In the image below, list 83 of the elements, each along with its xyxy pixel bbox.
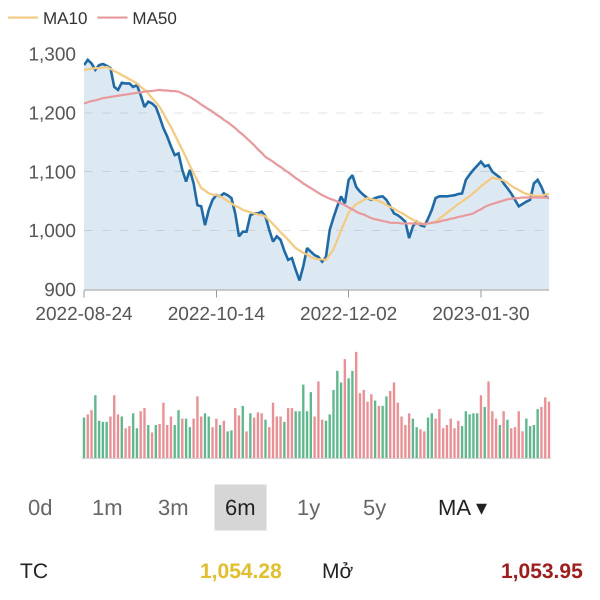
bar xyxy=(208,416,210,458)
x-tick-label: 2022-10-14 xyxy=(168,304,266,326)
bar xyxy=(408,413,410,458)
text: TC xyxy=(20,560,48,583)
x-tick-label: 2023-01-30 xyxy=(432,304,530,326)
bar xyxy=(215,418,218,458)
bar xyxy=(362,390,365,458)
bar xyxy=(294,411,297,458)
bar xyxy=(286,408,290,458)
text: 1m xyxy=(92,495,123,520)
bar xyxy=(218,425,222,458)
y-tick-label: 1,200 xyxy=(28,103,76,124)
bar xyxy=(249,413,252,458)
bar xyxy=(370,394,372,458)
y-tick-label: 1,100 xyxy=(28,162,76,184)
bar xyxy=(468,414,471,458)
text: 6m xyxy=(225,495,256,520)
bar xyxy=(106,422,108,458)
line-series xyxy=(84,88,549,226)
text: 1,054.28 xyxy=(200,560,282,583)
bar xyxy=(120,416,123,458)
bar xyxy=(536,409,539,458)
y-tick-label: 900 xyxy=(44,280,76,301)
bar xyxy=(256,412,260,458)
bar xyxy=(283,422,286,458)
bar xyxy=(234,408,236,458)
bar xyxy=(181,418,184,458)
bar xyxy=(242,406,244,458)
bar xyxy=(450,418,452,458)
bar xyxy=(128,426,131,458)
bar xyxy=(510,428,512,458)
legend-label: MA10 xyxy=(43,9,88,28)
bar xyxy=(476,413,478,458)
bar xyxy=(412,418,414,458)
bar xyxy=(472,413,475,458)
bar xyxy=(544,397,546,458)
y-tick-label: 1,000 xyxy=(28,221,76,242)
bar xyxy=(525,418,528,458)
bar xyxy=(94,395,96,458)
bar xyxy=(124,428,127,458)
bar xyxy=(222,420,226,458)
bar xyxy=(140,411,142,458)
text: Mở xyxy=(322,560,354,583)
bar xyxy=(162,402,165,458)
bar xyxy=(374,400,376,458)
bar xyxy=(86,414,89,458)
bar xyxy=(196,396,199,458)
legend-label: MA50 xyxy=(132,9,177,28)
text: 1y xyxy=(297,495,320,520)
bar xyxy=(147,425,150,458)
bar xyxy=(310,392,312,458)
bar xyxy=(498,425,502,458)
text: 1,053.95 xyxy=(501,560,584,583)
bar xyxy=(518,411,520,458)
bar xyxy=(132,413,134,458)
bar xyxy=(430,413,433,458)
y-tick-label: 1,300 xyxy=(28,44,76,66)
bar xyxy=(355,352,358,458)
bar xyxy=(302,384,304,458)
bar xyxy=(279,416,282,458)
bar xyxy=(378,406,380,458)
text: MA ▾ xyxy=(438,495,487,520)
bar xyxy=(317,381,320,458)
bar xyxy=(351,370,354,458)
text: 3m xyxy=(158,495,189,520)
text: 0d xyxy=(28,495,52,520)
bar xyxy=(344,359,346,458)
bar xyxy=(464,411,468,458)
bar xyxy=(226,431,229,458)
x-tick-label: 2022-08-24 xyxy=(35,304,134,326)
bar xyxy=(484,406,486,458)
bar xyxy=(438,409,441,458)
bar xyxy=(260,413,263,458)
x-tick-label: 2022-12-02 xyxy=(300,304,398,326)
bar xyxy=(457,420,460,458)
bar xyxy=(336,370,338,458)
bar xyxy=(102,422,104,458)
line-series xyxy=(84,66,549,261)
bar xyxy=(502,411,505,458)
text: 5y xyxy=(363,495,386,520)
bar xyxy=(113,395,116,458)
bar xyxy=(423,431,426,458)
bar xyxy=(154,425,157,458)
